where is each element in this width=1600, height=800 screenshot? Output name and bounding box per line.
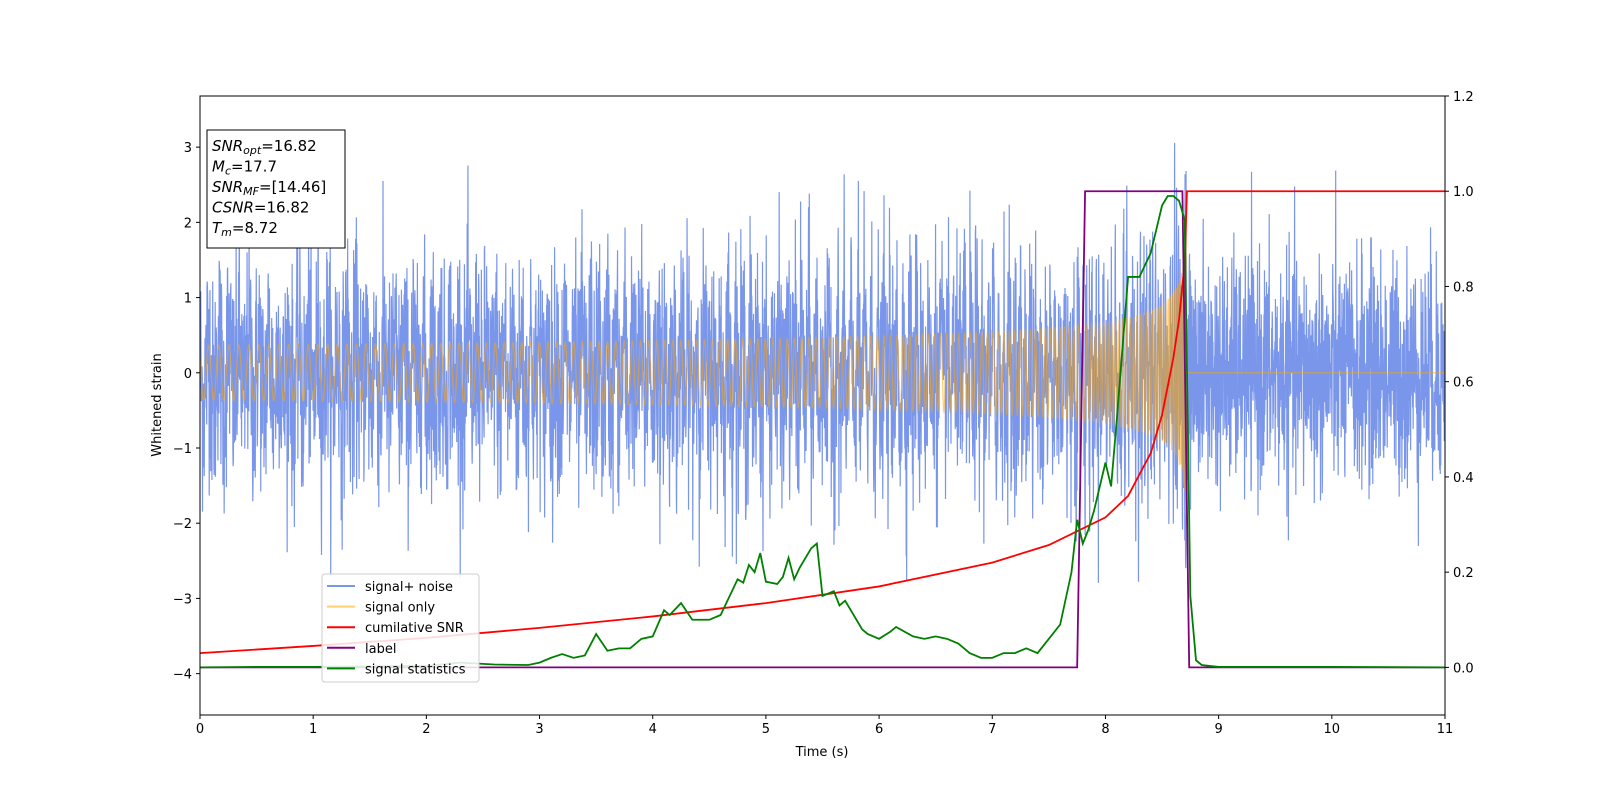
legend: signal+ noise signal only cumilative SNR la… xyxy=(321,573,480,683)
x-axis-label: Time (s) xyxy=(795,745,849,760)
y2-tick-label: 0.4 xyxy=(1453,471,1474,486)
series-group xyxy=(200,142,1445,669)
x-tick-label: 3 xyxy=(535,722,543,737)
info-box-line: SNRMF=[14.46] xyxy=(212,178,326,198)
legend-entry-label: signal only xyxy=(365,601,435,616)
y2-tick-label: 0.8 xyxy=(1453,280,1474,295)
plot-area xyxy=(200,142,1445,669)
info-box-line: Tm=8.72 xyxy=(212,219,278,239)
info-box: SNRopt=16.82Mc=17.7SNRMF=[14.46]CSNR=16.… xyxy=(206,129,346,249)
y2-tick-label: 1.2 xyxy=(1453,90,1474,105)
y2-tick-label: 0.6 xyxy=(1453,376,1474,391)
axes-frame xyxy=(199,95,1446,716)
x-tick-label: 10 xyxy=(1324,722,1341,737)
series-line-signal-statistics xyxy=(200,195,1445,669)
y-tick-label: 0 xyxy=(184,367,192,382)
series-line-signal-only xyxy=(200,220,1445,516)
y-tick-label: 3 xyxy=(184,141,192,156)
x-tick-label: 9 xyxy=(1214,722,1222,737)
info-box-line: Mc=17.7 xyxy=(212,158,277,178)
y2-tick-label: 0.2 xyxy=(1453,566,1474,581)
info-box-frame xyxy=(206,129,346,249)
axis-ticks: 0 1 2 3 4 5 6 7 8 9 10 11 −4 −3 −2 −1 0 1 2 3 0.0 0.2 0.4 0.6 0.… xyxy=(173,90,1474,737)
x-tick-label: 6 xyxy=(875,722,883,737)
info-box-line: CSNR=16.82 xyxy=(212,199,309,217)
y-tick-label: −2 xyxy=(173,517,192,532)
x-tick-label: 5 xyxy=(762,722,770,737)
legend-frame xyxy=(321,573,480,683)
y-axis-label: Whitened strain xyxy=(150,353,165,456)
x-tick-label: 11 xyxy=(1437,722,1454,737)
y-tick-label: −1 xyxy=(173,442,192,457)
legend-entry-label: label xyxy=(365,642,396,657)
y2-tick-label: 0.0 xyxy=(1453,661,1474,676)
y-tick-label: 1 xyxy=(184,292,192,307)
info-box-line: SNRopt=16.82 xyxy=(212,137,317,157)
x-tick-label: 0 xyxy=(196,722,204,737)
x-tick-label: 7 xyxy=(988,722,996,737)
legend-entry-label: cumilative SNR xyxy=(365,621,464,636)
x-tick-label: 8 xyxy=(1101,722,1109,737)
legend-entry-label: signal statistics xyxy=(365,662,466,677)
y-tick-label: −4 xyxy=(173,668,192,683)
x-tick-label: 2 xyxy=(422,722,430,737)
x-tick-label: 4 xyxy=(649,722,657,737)
x-tick-label: 1 xyxy=(309,722,317,737)
y-tick-label: −3 xyxy=(173,592,192,607)
legend-entry-label: signal+ noise xyxy=(365,580,453,595)
y-tick-label: 2 xyxy=(184,216,192,231)
y2-tick-label: 1.0 xyxy=(1453,185,1474,200)
